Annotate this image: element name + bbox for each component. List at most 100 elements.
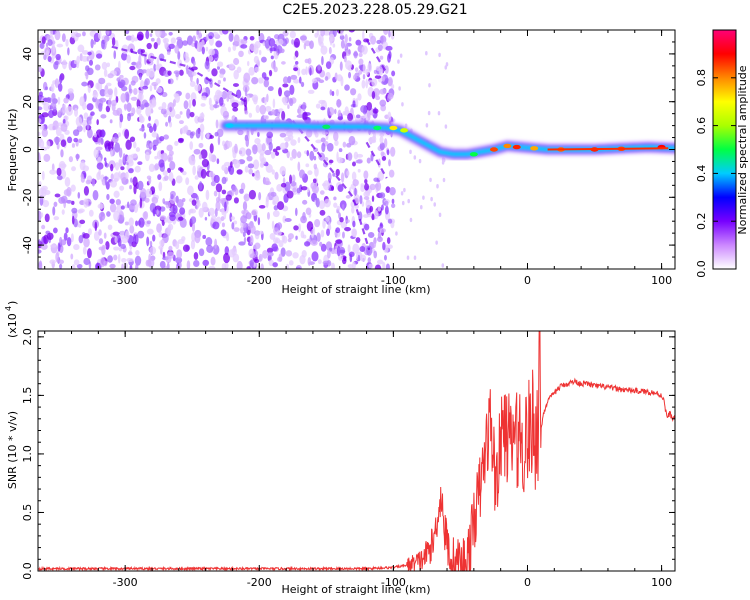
noise-speck: [94, 221, 98, 232]
noise-speck: [136, 31, 144, 41]
noise-speck: [268, 69, 273, 77]
noise-speck: [347, 264, 354, 269]
noise-speck: [168, 223, 174, 231]
noise-speck: [259, 230, 264, 235]
noise-speck: [135, 250, 140, 256]
noise-speck: [413, 155, 417, 160]
noise-speck: [82, 165, 90, 172]
noise-speck: [170, 193, 174, 200]
noise-speck: [240, 39, 248, 45]
noise-speck: [284, 136, 292, 142]
noise-speck: [272, 262, 278, 268]
noise-speck: [38, 239, 41, 244]
noise-speck: [382, 241, 386, 251]
noise-speck: [194, 204, 198, 209]
noise-speck: [217, 79, 221, 85]
noise-speck: [213, 174, 220, 184]
noise-speck: [173, 93, 179, 98]
noise-speck: [190, 216, 197, 224]
noise-speck: [391, 70, 396, 77]
noise-speck: [177, 239, 185, 245]
noise-speck: [386, 149, 390, 156]
noise-speck: [192, 98, 196, 107]
noise-speck: [376, 259, 384, 265]
noise-speck: [246, 266, 251, 269]
noise-speck: [76, 153, 79, 162]
snr-scale-label: (x10 4 ): [4, 301, 19, 338]
noise-speck: [319, 209, 326, 216]
noise-speck: [268, 38, 276, 47]
noise-speck: [272, 210, 280, 218]
noise-speck: [306, 150, 310, 157]
noise-speck: [73, 259, 80, 266]
noise-speck: [49, 169, 57, 175]
spectrogram-y-axis-label: Frequency (Hz): [6, 109, 19, 192]
noise-speck: [317, 259, 322, 265]
noise-speck: [103, 157, 107, 162]
noise-speck: [246, 212, 252, 220]
noise-speck: [264, 181, 272, 186]
noise-speck: [377, 206, 381, 212]
noise-speck: [407, 198, 410, 204]
noise-speck: [83, 198, 89, 208]
noise-speck: [144, 102, 150, 108]
noise-speck: [158, 231, 163, 238]
streak: [365, 141, 388, 179]
noise-speck: [204, 216, 208, 221]
noise-speck: [106, 193, 110, 200]
noise-speck: [208, 152, 213, 162]
noise-speck: [270, 55, 274, 60]
noise-speck: [258, 191, 262, 201]
noise-speck: [270, 151, 276, 159]
noise-speck: [196, 77, 199, 85]
noise-speck: [133, 88, 138, 96]
noise-speck: [318, 79, 325, 84]
noise-speck: [194, 233, 201, 244]
streak: [111, 45, 247, 103]
noise-speck: [309, 67, 312, 76]
noise-speck: [143, 132, 147, 139]
noise-speck: [340, 39, 345, 49]
noise-speck: [221, 30, 229, 35]
noise-speck: [305, 163, 310, 168]
noise-speck: [335, 239, 343, 244]
noise-speck: [365, 199, 372, 209]
noise-speck: [208, 35, 213, 40]
noise-speck: [249, 259, 254, 268]
noise-speck: [167, 78, 171, 84]
noise-speck: [336, 74, 343, 82]
noise-speck: [52, 206, 56, 216]
noise-speck: [67, 88, 74, 94]
noise-speck: [299, 35, 307, 41]
noise-speck: [90, 38, 94, 49]
noise-speck: [358, 64, 363, 70]
noise-speck: [146, 236, 150, 247]
noise-speck: [254, 242, 261, 250]
noise-speck: [221, 222, 225, 228]
noise-speck: [390, 30, 395, 40]
noise-speck: [271, 243, 278, 252]
noise-speck: [46, 140, 51, 150]
noise-speck: [60, 195, 68, 204]
noise-speck: [300, 230, 305, 239]
noise-speck: [347, 152, 353, 161]
noise-speck: [323, 198, 331, 208]
noise-speck: [321, 142, 326, 153]
noise-speck: [338, 212, 341, 219]
noise-speck: [368, 263, 374, 269]
noise-speck: [388, 169, 395, 178]
noise-speck: [195, 128, 201, 139]
chart-title: C2E5.2023.228.05.29.G21: [282, 2, 468, 18]
noise-speck: [188, 155, 196, 166]
noise-speck: [391, 198, 395, 204]
noise-speck: [322, 218, 326, 229]
noise-speck: [317, 64, 321, 71]
noise-speck: [361, 45, 368, 55]
noise-speck: [129, 225, 135, 234]
noise-speck: [352, 161, 356, 167]
noise-speck: [149, 84, 153, 92]
noise-speck: [306, 187, 310, 193]
noise-speck: [98, 238, 104, 245]
y-tick-label: 0: [21, 146, 34, 153]
